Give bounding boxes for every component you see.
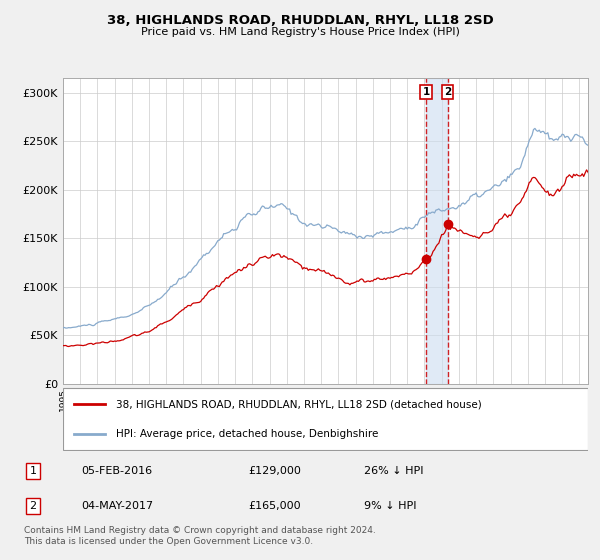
Text: Price paid vs. HM Land Registry's House Price Index (HPI): Price paid vs. HM Land Registry's House … [140,27,460,37]
Text: HPI: Average price, detached house, Denbighshire: HPI: Average price, detached house, Denb… [115,429,378,439]
Text: 2: 2 [444,87,451,97]
Text: 1: 1 [29,466,37,476]
Text: 05-FEB-2016: 05-FEB-2016 [82,466,152,476]
FancyBboxPatch shape [63,388,588,450]
Text: £129,000: £129,000 [248,466,301,476]
Text: Contains HM Land Registry data © Crown copyright and database right 2024.
This d: Contains HM Land Registry data © Crown c… [24,526,376,546]
Text: 9% ↓ HPI: 9% ↓ HPI [364,501,416,511]
Bar [426,78,448,384]
Text: £165,000: £165,000 [248,501,301,511]
Text: 38, HIGHLANDS ROAD, RHUDDLAN, RHYL, LL18 2SD: 38, HIGHLANDS ROAD, RHUDDLAN, RHYL, LL18… [107,14,493,27]
Text: 2: 2 [29,501,37,511]
Text: 38, HIGHLANDS ROAD, RHUDDLAN, RHYL, LL18 2SD (detached house): 38, HIGHLANDS ROAD, RHUDDLAN, RHYL, LL18… [115,399,481,409]
Text: 26% ↓ HPI: 26% ↓ HPI [364,466,423,476]
Text: 1: 1 [422,87,430,97]
Text: 04-MAY-2017: 04-MAY-2017 [82,501,154,511]
